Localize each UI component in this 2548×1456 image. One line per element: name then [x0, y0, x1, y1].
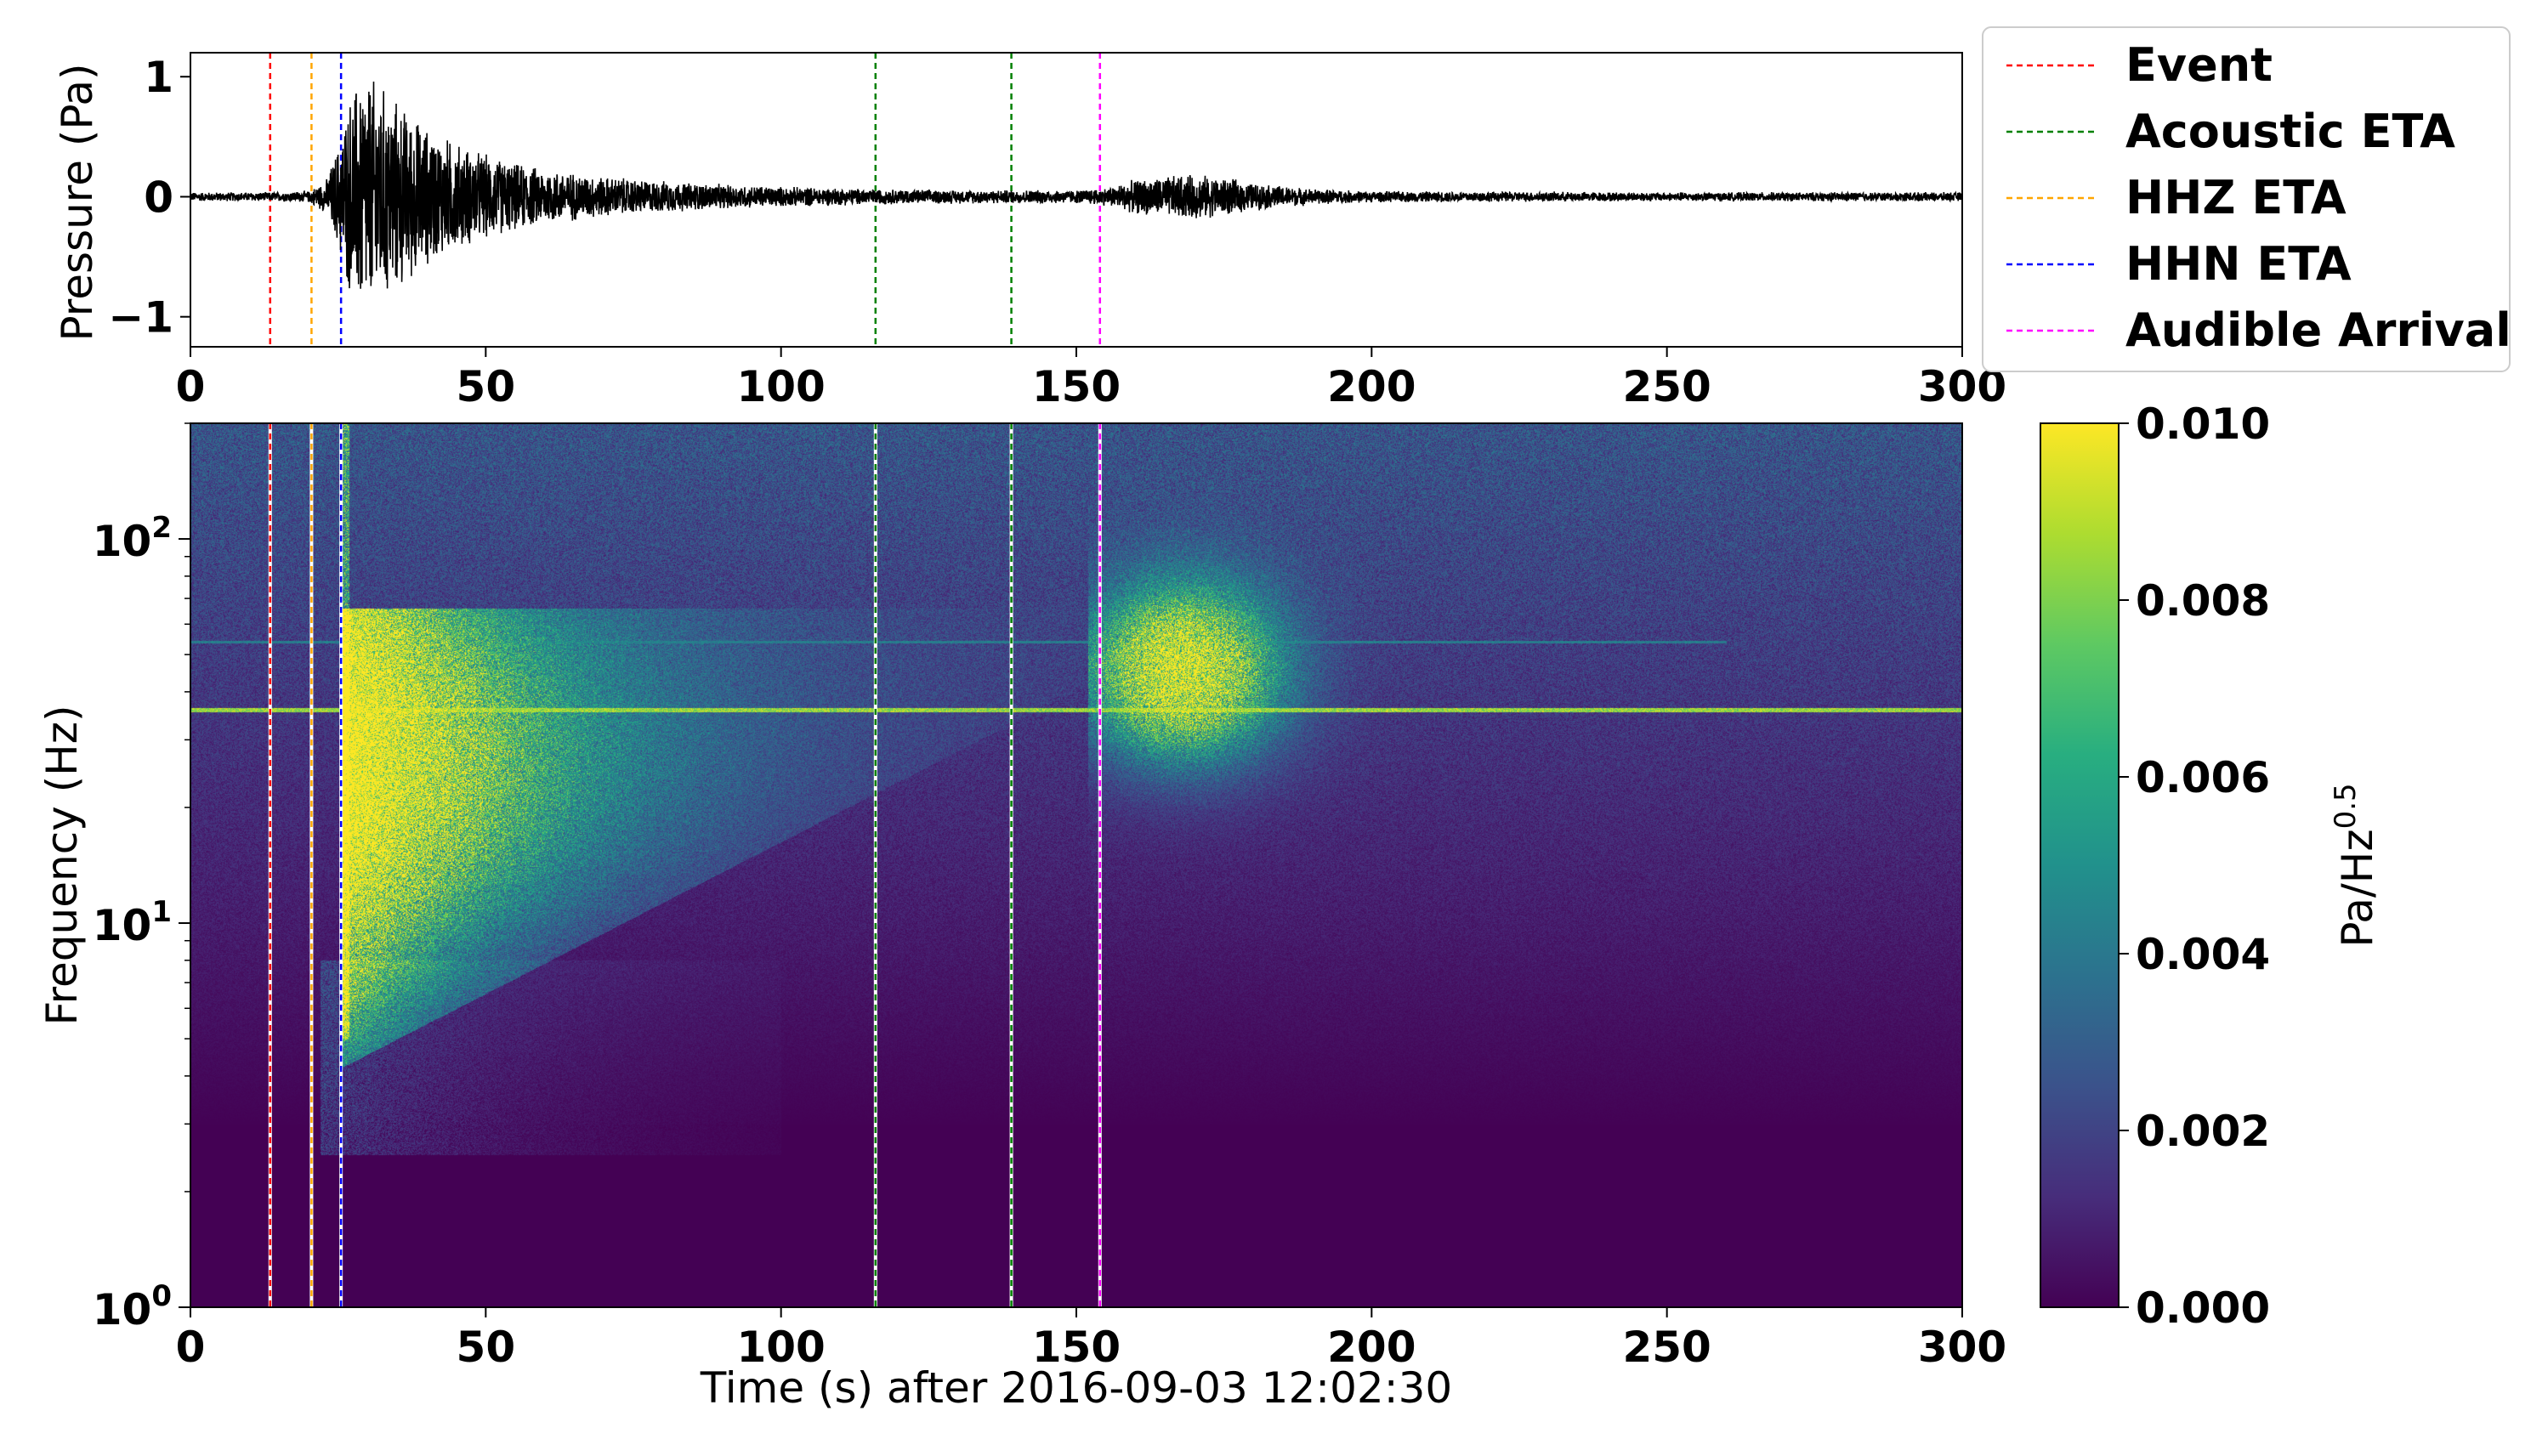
spectrogram-x-tick-label-150: 150	[1032, 1323, 1121, 1372]
waveform-x-tick-label-100: 100	[736, 362, 825, 411]
colorbar-label-exp: 0.5	[2329, 783, 2363, 829]
waveform-x-ticks: 0 50 100 150 200 250 300	[176, 347, 2006, 411]
legend-label-acoustic: Acoustic ETA	[2125, 105, 2455, 158]
legend-item-acoustic: Acoustic ETA	[2006, 105, 2455, 158]
legend-label-hhz: HHZ ETA	[2125, 171, 2347, 224]
waveform-y-tick-label-1: 1	[144, 53, 173, 102]
waveform-x-tick-label-150: 150	[1032, 362, 1121, 411]
colorbar-tick-label-3: 0.006	[2136, 753, 2270, 802]
spectrogram-x-label: Time (s) after 2016-09-03 12:02:30	[700, 1363, 1452, 1413]
waveform-x-tick-label-50: 50	[457, 362, 516, 411]
spectrogram-x-tick-label-250: 250	[1622, 1323, 1711, 1372]
spectrogram-panel: 0 50 100 150 200 250 300 100 101 102 Time (s) af…	[37, 422, 2006, 1413]
spectrogram-y-tick-label-10: 101	[93, 895, 172, 950]
waveform-x-tick-label-0: 0	[176, 362, 206, 411]
spectrogram-x-tick-label-100: 100	[736, 1323, 825, 1372]
spectrogram-x-ticks: 0 50 100 150 200 250 300	[176, 1307, 2006, 1372]
legend-frame	[1982, 26, 2511, 372]
legend-label-audible: Audible Arrival	[2125, 303, 2511, 357]
spectrogram-x-tick-label-200: 200	[1327, 1323, 1416, 1372]
spectrogram-x-tick-label-50: 50	[457, 1323, 516, 1372]
waveform-y-ticks: −1 0 1	[108, 53, 190, 343]
spectrogram-y-tick-label-1: 100	[93, 1279, 172, 1334]
colorbar-tick-label-0: 0.000	[2136, 1283, 2270, 1333]
colorbar-label: Pa/Hz0.5	[2329, 783, 2382, 947]
waveform-panel: 0 50 100 150 200 250 300 −101 Pressure (Pa)	[53, 52, 2006, 411]
colorbar-tick-label-4: 0.008	[2136, 576, 2270, 626]
waveform-x-tick-label-250: 250	[1622, 362, 1711, 411]
legend-item-event: Event	[2006, 38, 2273, 92]
waveform-trace	[190, 81, 1963, 289]
spectrogram-y-label: Frequency (Hz)	[37, 705, 87, 1025]
spectrogram-marker-lines	[268, 423, 1102, 1307]
legend-item-hhz: HHZ ETA	[2006, 171, 2347, 224]
legend-item-audible: Audible Arrival	[2006, 303, 2511, 357]
colorbar-ticks: 0.000 0.002 0.004 0.006 0.008 0.010	[2119, 399, 2270, 1333]
waveform-y-tick-label--1: −1	[108, 293, 173, 343]
colorbar: 0.000 0.002 0.004 0.006 0.008 0.010 Pa/Hz0.5	[2040, 399, 2382, 1333]
colorbar-tick-label-2: 0.004	[2136, 930, 2270, 979]
waveform-x-tick-label-200: 200	[1327, 362, 1416, 411]
spectrogram-image	[190, 423, 1962, 1307]
waveform-y-tick-label-0: 0	[144, 173, 173, 222]
spectrogram-y-ticks: 100 101 102	[93, 422, 190, 1334]
spectrogram-x-tick-label-0: 0	[176, 1323, 206, 1372]
colorbar-gradient	[2040, 423, 2119, 1307]
colorbar-frame	[2040, 422, 2120, 1308]
colorbar-tick-label-5: 0.010	[2136, 399, 2270, 449]
colorbar-label-base: Pa/Hz	[2333, 829, 2382, 947]
legend-item-hhn: HHN ETA	[2006, 237, 2352, 291]
legend-label-event: Event	[2125, 38, 2273, 92]
waveform-y-label: Pressure (Pa)	[53, 64, 102, 342]
legend: Event Acoustic ETA HHZ ETA HHN ETA Audib…	[1982, 26, 2511, 372]
colorbar-tick-label-1: 0.002	[2136, 1107, 2270, 1156]
spectrogram-y-tick-label-100: 102	[93, 511, 172, 566]
legend-label-hhn: HHN ETA	[2125, 237, 2352, 291]
spectrogram-x-tick-label-300: 300	[1918, 1323, 2006, 1372]
